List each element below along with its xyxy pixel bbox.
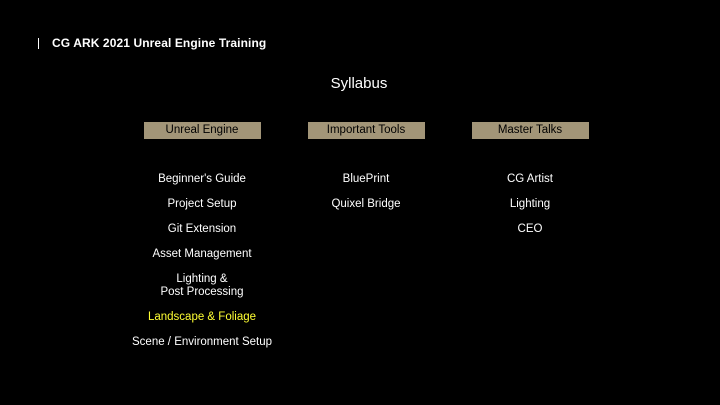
list-item: Project Setup — [167, 198, 237, 210]
list-item: Lighting & Post Processing — [160, 273, 244, 298]
column-item-list: CG Artist Lighting CEO — [460, 173, 600, 248]
slide-title: Syllabus — [330, 75, 388, 92]
column-header: Important Tools — [307, 122, 425, 139]
slide-header: CG ARK 2021 Unreal Engine Training — [38, 35, 266, 51]
list-item: BluePrint — [342, 173, 390, 185]
column-master-talks: Master Talks CG Artist Lighting CEO — [460, 122, 600, 248]
list-item: CEO — [517, 223, 543, 235]
list-item: Scene / Environment Setup — [132, 336, 272, 348]
header-title: CG ARK 2021 Unreal Engine Training — [52, 36, 267, 50]
list-item: Asset Management — [152, 248, 252, 260]
header-accent-bar — [38, 37, 39, 49]
list-item-highlighted: Landscape & Foliage — [147, 311, 257, 323]
column-important-tools: Important Tools BluePrint Quixel Bridge — [296, 122, 436, 223]
list-item: Beginner's Guide — [158, 173, 246, 185]
column-header: Unreal Engine — [143, 122, 261, 139]
list-item: Git Extension — [167, 223, 237, 235]
column-item-list: Beginner's Guide Project Setup Git Exten… — [132, 173, 272, 361]
list-item: CG Artist — [506, 173, 553, 185]
column-header: Master Talks — [471, 122, 589, 139]
column-item-list: BluePrint Quixel Bridge — [296, 173, 436, 223]
list-item: Lighting — [509, 198, 551, 210]
column-unreal-engine: Unreal Engine Beginner's Guide Project S… — [132, 122, 272, 361]
list-item: Quixel Bridge — [331, 198, 401, 210]
